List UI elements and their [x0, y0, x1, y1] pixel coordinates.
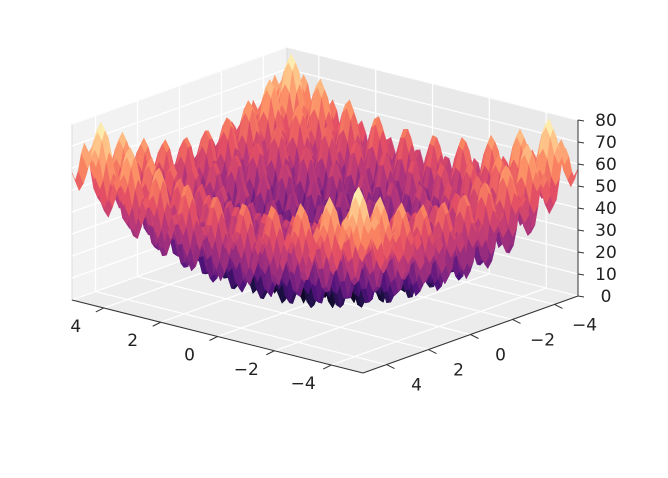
y-tick-mark — [386, 364, 395, 370]
x-tick-mark — [152, 321, 161, 327]
y-tick-label: 0 — [495, 346, 506, 366]
y-tick-mark — [512, 319, 521, 324]
gridline-z-left-wall — [71, 46, 288, 125]
x-tick-mark — [209, 336, 218, 341]
y-tick-mark — [470, 334, 479, 339]
z-tick-label: 80 — [595, 111, 617, 131]
x-tick-label: 0 — [184, 346, 195, 366]
y-tick-mark — [554, 303, 563, 309]
x-tick-label: −4 — [291, 374, 316, 394]
x-tick-label: −2 — [234, 360, 259, 380]
rastrigin-surface — [71, 53, 579, 309]
y-tick-label: −2 — [530, 330, 555, 350]
z-tick-mark — [577, 163, 585, 166]
y-tick-mark — [428, 349, 437, 354]
gridline-z-left-wall — [71, 68, 288, 147]
z-tick-label: 0 — [601, 287, 612, 307]
x-tick-mark — [322, 364, 332, 370]
x-tick-mark — [266, 350, 275, 356]
z-tick-label: 50 — [595, 177, 617, 197]
gridline-y-floor — [95, 290, 387, 366]
gridline-y-floor — [137, 275, 429, 351]
z-tick-mark — [577, 229, 585, 232]
z-tick-mark — [577, 119, 585, 122]
z-tick-mark — [577, 141, 585, 144]
z-tick-mark — [577, 185, 585, 188]
gridline-z-right-wall — [286, 46, 579, 121]
z-tick-label: 10 — [595, 265, 617, 285]
x-tick-label: 4 — [70, 317, 81, 337]
z-tick-mark — [577, 273, 585, 276]
z-tick-label: 40 — [595, 199, 617, 219]
z-tick-label: 70 — [595, 133, 617, 153]
gridline-z-right-wall — [286, 68, 579, 143]
z-tick-label: 20 — [595, 243, 617, 263]
y-tick-label: 2 — [453, 361, 464, 381]
y-tick-label: 4 — [411, 376, 422, 396]
x-tick-label: 2 — [127, 331, 138, 351]
z-tick-mark — [577, 251, 585, 254]
x-tick-mark — [95, 307, 105, 313]
z-tick-label: 30 — [595, 221, 617, 241]
y-tick-label: −4 — [572, 315, 597, 335]
z-tick-mark — [577, 207, 585, 210]
z-tick-mark — [577, 295, 585, 298]
z-tick-label: 60 — [595, 155, 617, 175]
